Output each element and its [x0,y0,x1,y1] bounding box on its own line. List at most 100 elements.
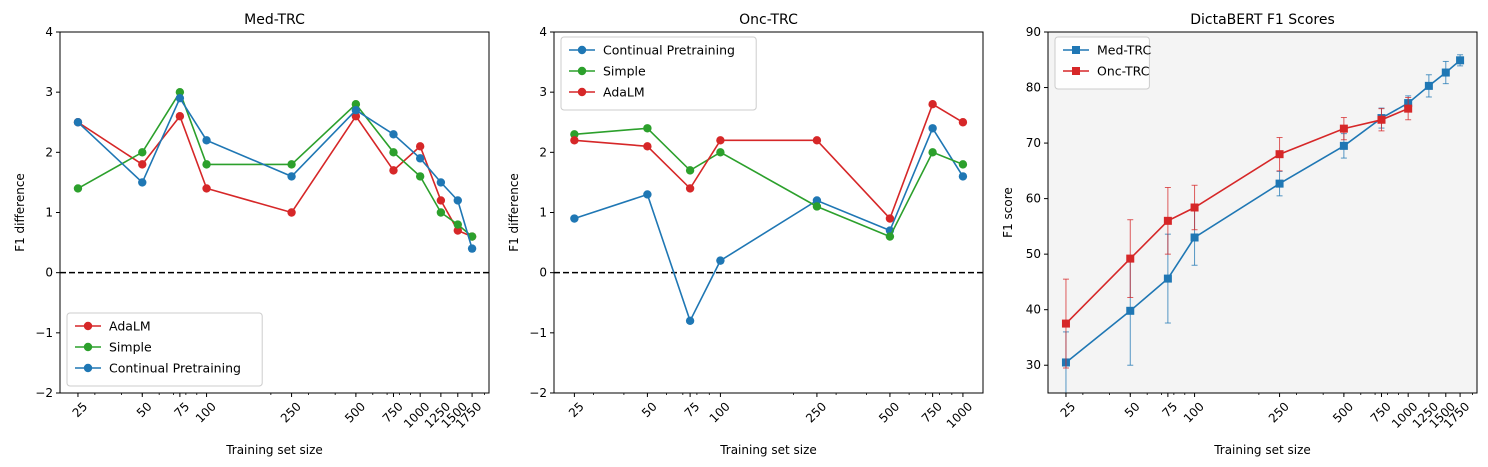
data-point [415,154,425,163]
data-point [716,256,725,265]
series-simple [73,87,477,241]
y-tick-label: 0 [45,266,53,280]
data-point [287,160,296,169]
y-tick-label: 90 [1026,25,1041,39]
y-tick-label: 60 [1026,192,1041,206]
data-point [685,184,695,193]
y-tick-label: 30 [1026,358,1041,372]
data-point [1061,319,1070,328]
data-point [716,148,725,157]
x-tick-label: 100 [1181,399,1207,425]
legend-marker [1072,46,1080,54]
y-tick-label: −1 [35,326,53,340]
data-point [389,130,398,139]
data-point [570,136,579,145]
data-point [73,184,83,193]
y-tick-label: 70 [1026,136,1041,150]
y-tick-label: 4 [539,25,547,39]
series-simple [570,124,968,241]
x-tick-label: 250 [803,399,829,425]
data-point [812,202,822,211]
x-tick-label: 500 [1330,399,1356,425]
data-point [287,172,296,181]
data-point [812,196,822,205]
data-point [138,148,147,157]
series-continual-pretraining [73,93,477,253]
data-point [1126,306,1135,315]
legend-marker [577,87,587,97]
x-axis-label: Training set size [719,443,817,457]
data-point [1190,233,1199,242]
legend: Continual Pretraining Simple AdaLM [560,36,757,111]
y-tick-label: −2 [35,386,53,400]
data-point [885,232,895,241]
y-tick-label: 2 [45,145,53,159]
x-tick-label: 1000 [944,399,975,430]
chart-panel-3: DictaBERT F1 Scores 30 40 50 60 70 80 90 25 50 75 1… [1001,12,1478,457]
data-point [436,196,446,205]
data-point [351,106,361,115]
y-tick-label: −2 [529,386,547,400]
y-tick-label: 2 [539,145,547,159]
data-point [202,184,211,193]
axes-frame [553,31,984,394]
legend-label: Continual Pretraining [603,43,735,58]
x-tick-label: 100 [193,399,219,425]
x-tick-label: 50 [134,399,155,420]
data-point [453,220,462,229]
x-tick-label: 25 [1058,399,1079,420]
chart-title: Med-TRC [244,12,305,28]
x-tick-label: 25 [566,399,587,420]
data-point [138,160,147,169]
legend-label: Onc-TRC [1097,64,1150,79]
legend-marker [83,342,93,352]
series-line [574,103,964,220]
data-point [1377,115,1386,124]
y-tick-label: 0 [539,266,547,280]
x-axis-label: Training set size [1213,443,1311,457]
data-point [570,130,579,139]
legend: Med-TRC Onc-TRC [1054,36,1151,90]
data-point [958,172,968,181]
y-axis-label: F1 difference [507,173,521,252]
legend-label: AdaLM [603,85,645,100]
y-tick-label: 1 [45,206,53,220]
legend-frame [66,312,263,387]
series-onc-trc [1061,97,1413,369]
data-point [453,226,462,235]
x-tick-label: 75 [682,399,703,420]
data-point [643,124,652,133]
legend-label: Simple [109,340,152,355]
legend-label: Med-TRC [1097,43,1151,58]
y-tick-label: 4 [45,25,53,39]
data-point [138,178,147,187]
data-point [1275,179,1284,188]
y-tick-label: 3 [539,85,547,99]
data-point [1275,150,1284,159]
data-point [958,118,968,127]
x-tick-label: 50 [1122,399,1143,420]
x-tick-label: 75 [172,399,193,420]
y-axis-label: F1 score [1001,187,1015,238]
legend-marker [83,363,93,373]
data-point [928,124,937,133]
data-point [73,118,83,127]
legend-marker [83,321,93,331]
data-point [1126,254,1135,263]
legend-label: AdaLM [109,319,151,334]
data-point [643,142,652,151]
chart-title: Onc-TRC [739,12,798,28]
data-point [1441,68,1450,77]
data-point [1339,141,1348,150]
data-point [1339,124,1348,133]
data-point [643,190,652,199]
data-point [436,178,446,187]
y-axis-label: F1 difference [13,173,27,252]
data-point [1404,104,1413,113]
data-point [716,136,725,145]
data-point [389,148,398,157]
data-point [1424,81,1433,90]
